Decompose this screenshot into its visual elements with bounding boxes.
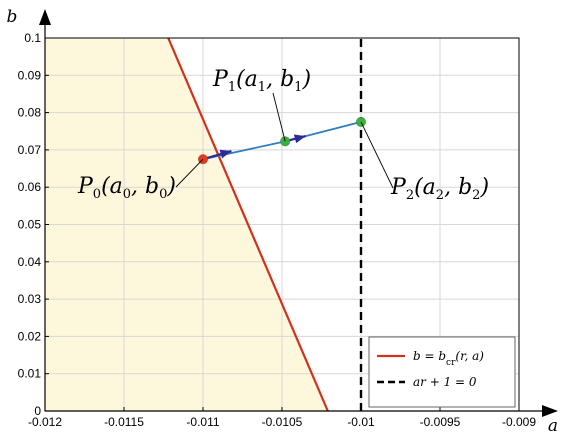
x-tick-label: -0.0095: [420, 415, 461, 429]
y-tick-label: 0.06: [18, 180, 42, 194]
critical-b-line: [167, 38, 329, 411]
x-tick-label: -0.01: [347, 415, 375, 429]
x-tick-label: -0.012: [28, 415, 62, 429]
x-tick-label: -0.0115: [104, 415, 144, 429]
point-p1: [280, 136, 291, 147]
y-axis-label: b: [7, 7, 18, 27]
point-label-p2-leader: [360, 121, 394, 189]
point-label-p0-leader: [175, 158, 204, 188]
y-tick-label: 0.05: [18, 218, 42, 232]
y-tick-label: 0.07: [18, 143, 42, 157]
x-tick-label: -0.0105: [262, 415, 303, 429]
legend: b = bcr(r, a)ar + 1 = 0: [368, 336, 516, 408]
y-tick-label: 0.04: [18, 255, 42, 269]
direction-arrowhead: [219, 149, 232, 159]
legend-label: ar + 1 = 0: [413, 375, 477, 389]
point-label-p1-leader: [272, 92, 286, 142]
x-axis-label: a: [548, 416, 558, 435]
y-tick-label: 0.02: [18, 329, 42, 343]
y-tick-label: 0.03: [18, 292, 42, 306]
x-tick-label: -0.011: [186, 415, 219, 429]
x-axis-arrowhead: [542, 405, 558, 417]
direction-arrowhead: [293, 134, 306, 144]
y-tick-label: 0.09: [18, 68, 42, 82]
y-tick-label: 0.1: [24, 31, 41, 45]
y-tick-label: 0.01: [18, 367, 42, 381]
y-tick-label: 0.08: [18, 106, 42, 120]
legend-box: [368, 336, 516, 408]
x-tick-label: -0.009: [502, 415, 536, 429]
y-tick-label: 0: [34, 404, 41, 418]
y-axis-arrowhead: [39, 9, 51, 25]
